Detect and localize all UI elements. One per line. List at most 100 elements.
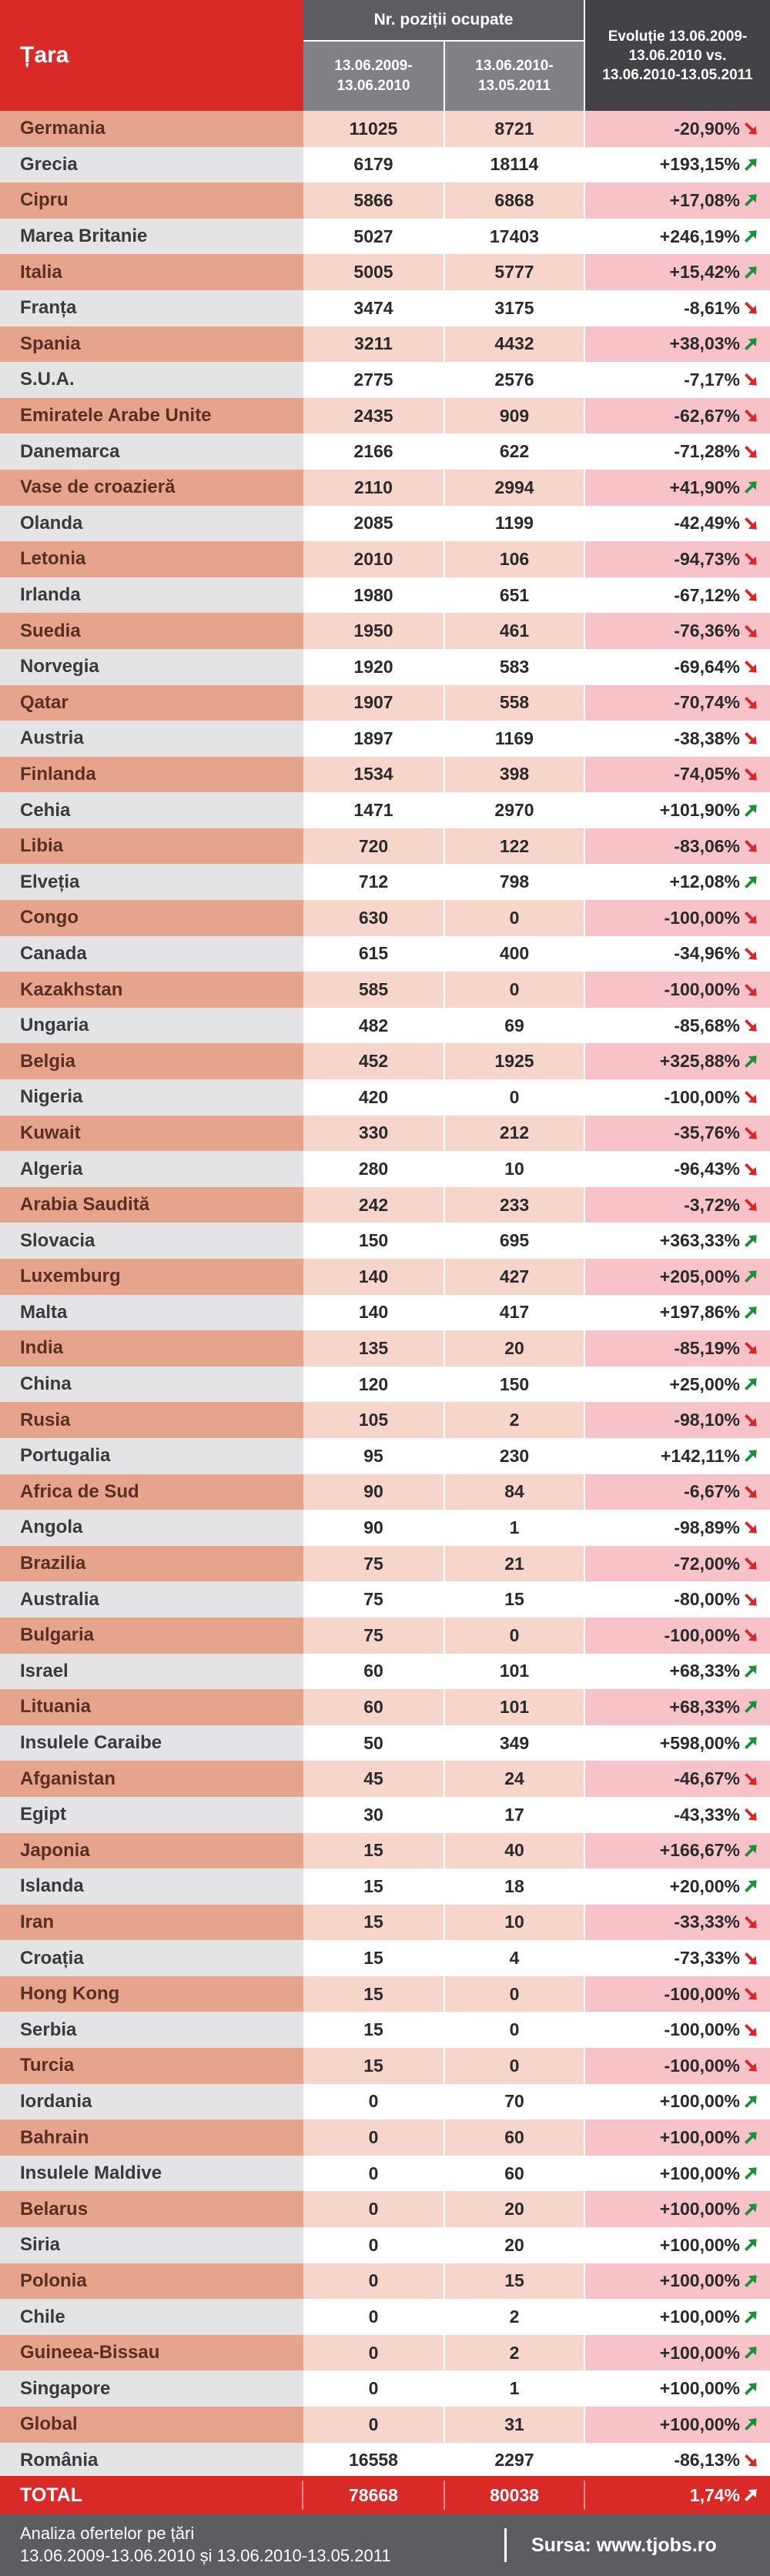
evolution-cell: -98,10% (585, 1402, 770, 1438)
arrow-up-icon (745, 1055, 757, 1068)
arrow-up-icon (745, 2275, 757, 2287)
arrow-up-icon (745, 876, 757, 888)
positions-period-2: 2970 (445, 792, 584, 828)
evolution-value: -100,00% (664, 2019, 740, 2040)
evolution-cell: +68,33% (585, 1653, 770, 1690)
table-row: Egipt 30 17 -43,33% (0, 1796, 770, 1833)
positions-period-2: 3175 (445, 289, 584, 326)
evolution-cell: -94,73% (585, 541, 770, 577)
country-name: Chile (0, 2299, 303, 2335)
table-row: Canada 615 400 -34,96% (0, 935, 770, 972)
table-row: Italia 5005 5777 +15,42% (0, 254, 770, 290)
evolution-value: -20,90% (674, 118, 740, 139)
country-name: Angola (0, 1510, 303, 1546)
positions-period-1: 615 (303, 935, 444, 972)
table-row: Malta 140 417 +197,86% (0, 1294, 770, 1331)
evolution-cell: -96,43% (585, 1151, 770, 1187)
arrow-down-icon (745, 1629, 757, 1641)
evolution-cell: +166,67% (585, 1832, 770, 1869)
positions-period-1: 280 (303, 1151, 444, 1187)
country-name: India (0, 1330, 303, 1367)
evolution-value: -38,38% (674, 728, 740, 748)
country-name: Afganistan (0, 1761, 303, 1797)
table-row: Brazilia 75 21 -72,00% (0, 1545, 770, 1582)
table-row: Belgia 452 1925 +325,88% (0, 1043, 770, 1080)
evolution-value: -71,28% (674, 441, 740, 462)
positions-period-2: 15 (445, 1581, 584, 1618)
arrow-up-icon (745, 804, 757, 817)
table-row: Kazakhstan 585 0 -100,00% (0, 972, 770, 1008)
evolution-cell: -86,13% (585, 2442, 770, 2479)
footer: Analiza ofertelor pe țări 13.06.2009-13.… (0, 2514, 770, 2576)
positions-period-2: 106 (445, 541, 584, 577)
country-name: Suedia (0, 613, 303, 649)
positions-period-1: 15 (303, 1868, 444, 1905)
table-row: Nigeria 420 0 -100,00% (0, 1079, 770, 1116)
evolution-value: +100,00% (659, 2378, 740, 2399)
evolution-value: -3,72% (684, 1194, 740, 1215)
positions-period-1: 420 (303, 1079, 444, 1116)
positions-period-1: 3474 (303, 289, 444, 326)
table-row: Singapore 0 1 +100,00% (0, 2370, 770, 2407)
table-row: Danemarca 2166 622 -71,28% (0, 433, 770, 470)
country-name: Italia (0, 254, 303, 290)
arrow-up-icon (745, 1235, 757, 1247)
table-row: Franța 3474 3175 -8,61% (0, 289, 770, 326)
footer-source: Sursa: www.tjobs.ro (531, 2534, 717, 2556)
table-row: Bahrain 0 60 +100,00% (0, 2119, 770, 2156)
table-row: Qatar 1907 558 -70,74% (0, 684, 770, 721)
positions-period-1: 120 (303, 1366, 444, 1403)
positions-period-1: 1980 (303, 577, 444, 614)
positions-period-2: 0 (445, 1975, 584, 2012)
positions-period-2: 101 (445, 1653, 584, 1690)
country-name: Letonia (0, 541, 303, 577)
arrow-up-icon (745, 338, 757, 350)
arrow-down-icon (745, 1808, 757, 1821)
positions-period-2: 1 (445, 1510, 584, 1546)
table-row: S.U.A. 2775 2576 -7,17% (0, 362, 770, 398)
header-period-1-label: 13.06.2009- 13.06.2010 (334, 58, 413, 94)
evolution-cell: +197,86% (585, 1294, 770, 1331)
total-row: TOTAL 78668 80038 1,74% (0, 2476, 770, 2514)
table-row: Afganistan 45 24 -46,67% (0, 1761, 770, 1797)
country-name: Insulele Maldive (0, 2155, 303, 2192)
table-row: Cehia 1471 2970 +101,90% (0, 792, 770, 828)
evolution-value: +325,88% (659, 1051, 740, 1072)
arrow-down-icon (745, 445, 757, 458)
table-row: Turcia 15 0 -100,00% (0, 2048, 770, 2084)
evolution-value: -33,33% (674, 1912, 740, 1932)
positions-period-1: 0 (303, 2119, 444, 2156)
evolution-cell: -100,00% (585, 2012, 770, 2049)
country-name: Israel (0, 1653, 303, 1690)
positions-period-2: 2297 (445, 2442, 584, 2479)
country-name: Egipt (0, 1796, 303, 1833)
positions-period-2: 212 (445, 1115, 584, 1152)
evolution-cell: -69,64% (585, 648, 770, 685)
country-name: Bahrain (0, 2119, 303, 2156)
positions-period-1: 90 (303, 1510, 444, 1546)
arrow-down-icon (745, 1916, 757, 1929)
arrow-down-icon (745, 1413, 757, 1427)
positions-period-2: 2 (445, 1402, 584, 1438)
arrow-down-icon (745, 661, 757, 673)
positions-period-1: 0 (303, 2299, 444, 2335)
positions-period-1: 140 (303, 1294, 444, 1331)
table-row: India 135 20 -85,19% (0, 1330, 770, 1367)
arrow-down-icon (745, 589, 757, 601)
evolution-cell: -46,67% (585, 1761, 770, 1797)
evolution-cell: -33,33% (585, 1904, 770, 1941)
evolution-value: -98,10% (674, 1410, 740, 1430)
country-name: Australia (0, 1581, 303, 1618)
positions-period-1: 90 (303, 1474, 444, 1510)
evolution-cell: -100,00% (585, 2048, 770, 2084)
evolution-value: +100,00% (659, 2342, 740, 2363)
table-row: Portugalia 95 230 +142,11% (0, 1437, 770, 1474)
evolution-cell: -100,00% (585, 1975, 770, 2012)
header-period-2-label: 13.06.2010- 13.05.2011 (475, 58, 554, 94)
country-name: Insulele Caraibe (0, 1725, 303, 1761)
evolution-value: +68,33% (669, 1696, 740, 1717)
positions-period-2: 2 (445, 2334, 584, 2371)
evolution-value: +246,19% (659, 226, 740, 246)
positions-period-1: 0 (303, 2191, 444, 2228)
evolution-value: -35,76% (674, 1122, 740, 1143)
